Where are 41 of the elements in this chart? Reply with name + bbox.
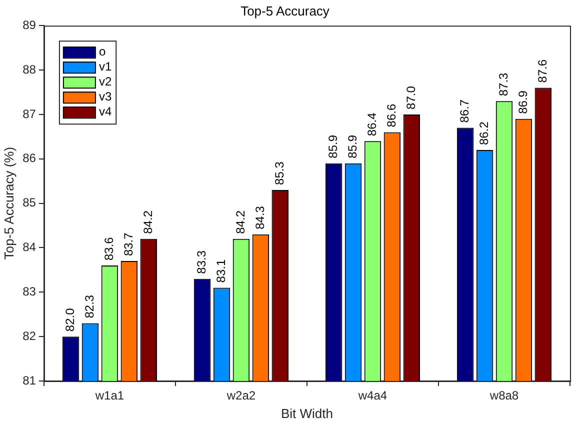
data-label: 83.3 bbox=[194, 250, 209, 274]
legend-label: v4 bbox=[98, 104, 112, 118]
y-tick-label: 83 bbox=[22, 284, 36, 298]
x-tick-label: w2a2 bbox=[226, 388, 256, 403]
data-label: 87.0 bbox=[404, 86, 418, 110]
data-label: 86.2 bbox=[477, 121, 492, 145]
data-label: 87.3 bbox=[496, 72, 511, 96]
data-label: 86.7 bbox=[458, 99, 472, 123]
y-axis-title: Top-5 Accuracy (%) bbox=[1, 146, 16, 260]
data-label: 87.6 bbox=[535, 59, 550, 83]
x-tick-label: w1a1 bbox=[94, 388, 124, 403]
y-tick-label: 84 bbox=[22, 240, 36, 254]
data-label: 82.0 bbox=[63, 308, 78, 332]
chart-title: Top-5 Accuracy bbox=[240, 3, 330, 18]
data-label: 83.1 bbox=[214, 259, 228, 283]
data-label: 84.3 bbox=[252, 206, 267, 230]
legend-label: v1 bbox=[98, 59, 112, 74]
data-label: 85.9 bbox=[326, 134, 340, 158]
data-label: 84.2 bbox=[234, 210, 248, 234]
data-label: 85.3 bbox=[272, 161, 286, 185]
legend-label: v3 bbox=[98, 89, 112, 104]
legend-label: v2 bbox=[98, 74, 112, 88]
x-tick-label: w8a8 bbox=[488, 388, 519, 403]
data-label: 86.9 bbox=[516, 90, 530, 114]
y-tick-label: 86 bbox=[22, 151, 36, 166]
data-label: 85.9 bbox=[346, 134, 360, 158]
data-label: 86.4 bbox=[365, 112, 380, 136]
data-label: 83.6 bbox=[102, 236, 116, 260]
y-tick-label: 85 bbox=[22, 196, 36, 210]
data-label: 86.6 bbox=[384, 104, 399, 128]
y-tick-label: 81 bbox=[22, 373, 36, 388]
y-tick-label: 88 bbox=[22, 62, 36, 76]
data-label: 82.3 bbox=[82, 294, 97, 318]
y-tick-label: 89 bbox=[22, 18, 36, 32]
x-tick-label: w4a4 bbox=[357, 388, 388, 403]
legend-label: o bbox=[98, 44, 106, 58]
y-tick-label: 82 bbox=[22, 328, 36, 343]
data-label: 83.7 bbox=[121, 232, 136, 256]
y-tick-label: 87 bbox=[22, 106, 36, 121]
x-axis-title: Bit Width bbox=[280, 406, 333, 421]
data-label: 84.2 bbox=[140, 210, 155, 234]
